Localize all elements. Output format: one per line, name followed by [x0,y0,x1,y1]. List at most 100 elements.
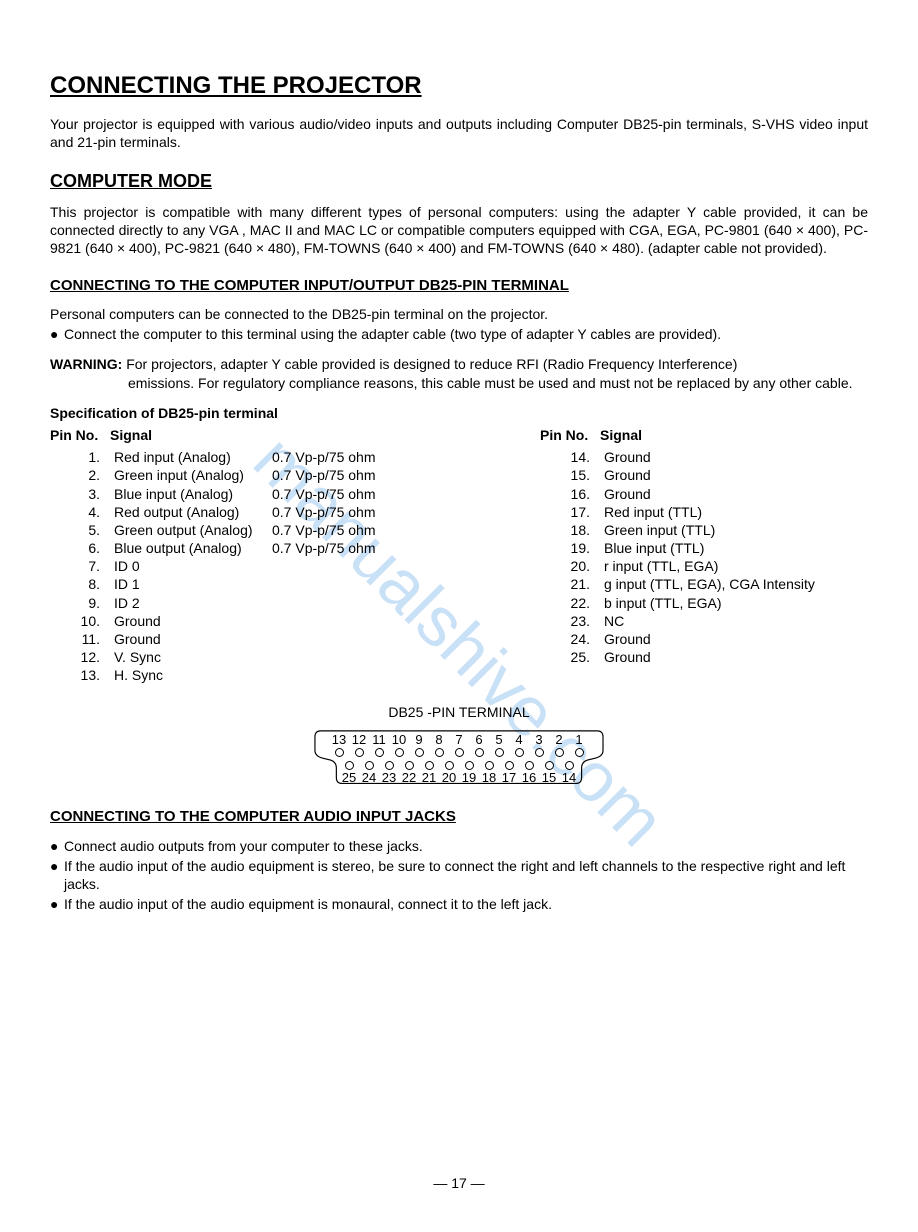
pin-row: 22.b input (TTL, EGA) [540,594,868,612]
pin-signal: Blue input (Analog) [114,485,272,503]
pin-value [272,557,490,575]
spec-right-col: Pin No. Signal 14.Ground15.Ground16.Grou… [490,426,868,685]
pin-signal: Blue output (Analog) [114,539,272,557]
pin-signal: r input (TTL, EGA) [604,557,868,575]
pin-signal: Ground [604,648,868,666]
pin-signal: ID 0 [114,557,272,575]
pin-signal: Red input (TTL) [604,503,868,521]
pin-row: 15.Ground [540,466,868,484]
pin-row: 12.V. Sync [50,648,490,666]
pin-signal: ID 2 [114,594,272,612]
pin-number: 10. [50,612,114,630]
pin-number: 17. [540,503,604,521]
pin-number: 5. [50,521,114,539]
pin-signal: Green input (Analog) [114,466,272,484]
pin-row: 3.Blue input (Analog)0.7 Vp-p/75 ohm [50,485,490,503]
pin-number: 24. [540,630,604,648]
pin-row: 16.Ground [540,485,868,503]
pin-value: 0.7 Vp-p/75 ohm [272,521,490,539]
pin-row: 6.Blue output (Analog)0.7 Vp-p/75 ohm [50,539,490,557]
pin-number: 14. [540,448,604,466]
bullet-text: Connect the computer to this terminal us… [64,325,868,343]
warning-block: WARNING: For projectors, adapter Y cable… [50,355,868,391]
pin-row: 11.Ground [50,630,490,648]
bullet-text: If the audio input of the audio equipmen… [64,857,868,893]
pin-row: 24.Ground [540,630,868,648]
pin-value [272,630,490,648]
pin-number: 18. [540,521,604,539]
pin-number: 6. [50,539,114,557]
pin-signal: Blue input (TTL) [604,539,868,557]
connector-outline-icon [313,727,605,785]
warning-body-rest: emissions. For regulatory compliance rea… [128,374,868,392]
pin-value: 0.7 Vp-p/75 ohm [272,466,490,484]
bullet-text: Connect audio outputs from your computer… [64,837,868,855]
pin-row: 8.ID 1 [50,575,490,593]
pin-value: 0.7 Vp-p/75 ohm [272,485,490,503]
pin-number: 13. [50,666,114,684]
spec-right-header: Pin No. Signal [540,426,868,444]
pin-row: 7.ID 0 [50,557,490,575]
pin-number: 25. [540,648,604,666]
audio-bullet-1: ● Connect audio outputs from your comput… [50,837,868,855]
pin-value: 0.7 Vp-p/75 ohm [272,448,490,466]
pin-row: 9.ID 2 [50,594,490,612]
section-db25: CONNECTING TO THE COMPUTER INPUT/OUTPUT … [50,276,868,296]
pin-signal: Ground [604,448,868,466]
pin-row: 21.g input (TTL, EGA), CGA Intensity [540,575,868,593]
pin-row: 13.H. Sync [50,666,490,684]
pin-signal: Red output (Analog) [114,503,272,521]
pin-signal: Ground [604,485,868,503]
terminal-label: DB25 -PIN TERMINAL [50,703,868,721]
pin-value [272,612,490,630]
pin-signal: Ground [114,612,272,630]
pin-signal: Ground [604,466,868,484]
spec-left-header: Pin No. Signal [50,426,490,444]
mode-paragraph: This projector is compatible with many d… [50,203,868,258]
pin-signal: Red input (Analog) [114,448,272,466]
pin-row: 20.r input (TTL, EGA) [540,557,868,575]
bullet-icon: ● [50,325,64,343]
pin-row: 19.Blue input (TTL) [540,539,868,557]
audio-bullet-3: ● If the audio input of the audio equipm… [50,895,868,913]
pin-number: 16. [540,485,604,503]
pin-signal: Green input (TTL) [604,521,868,539]
page-title: CONNECTING THE PROJECTOR [50,70,868,101]
pins-right-list: 14.Ground15.Ground16.Ground17.Red input … [540,448,868,666]
pin-row: 2.Green input (Analog)0.7 Vp-p/75 ohm [50,466,490,484]
pin-signal: H. Sync [114,666,272,684]
terminal-diagram: DB25 -PIN TERMINAL 13121110987654321 252… [50,703,868,790]
pin-row: 1.Red input (Analog)0.7 Vp-p/75 ohm [50,448,490,466]
audio-bullet-2: ● If the audio input of the audio equipm… [50,857,868,893]
db25-connector: 13121110987654321 2524232221201918171615… [313,727,605,790]
pin-number: 15. [540,466,604,484]
pin-signal: g input (TTL, EGA), CGA Intensity [604,575,868,593]
header-signal: Signal [110,426,490,444]
pin-signal: V. Sync [114,648,272,666]
bullet-text: If the audio input of the audio equipmen… [64,895,868,913]
pin-number: 20. [540,557,604,575]
pin-number: 12. [50,648,114,666]
header-signal: Signal [600,426,868,444]
pin-row: 23.NC [540,612,868,630]
pin-value [272,594,490,612]
pin-signal: Ground [114,630,272,648]
pin-signal: Green output (Analog) [114,521,272,539]
pin-row: 10.Ground [50,612,490,630]
pin-value [272,648,490,666]
pin-number: 11. [50,630,114,648]
pin-number: 21. [540,575,604,593]
pin-row: 25.Ground [540,648,868,666]
section-audio: CONNECTING TO THE COMPUTER AUDIO INPUT J… [50,807,868,827]
pin-number: 7. [50,557,114,575]
page-number: — 17 — [50,1174,868,1192]
pin-signal: Ground [604,630,868,648]
pin-row: 17.Red input (TTL) [540,503,868,521]
pin-row: 18.Green input (TTL) [540,521,868,539]
bullet-icon: ● [50,857,64,893]
warning-body-inline: For projectors, adapter Y cable provided… [126,356,737,372]
pin-value: 0.7 Vp-p/75 ohm [272,539,490,557]
spec-left-col: Pin No. Signal 1.Red input (Analog)0.7 V… [50,426,490,685]
pin-number: 23. [540,612,604,630]
db25-bullet: ● Connect the computer to this terminal … [50,325,868,343]
